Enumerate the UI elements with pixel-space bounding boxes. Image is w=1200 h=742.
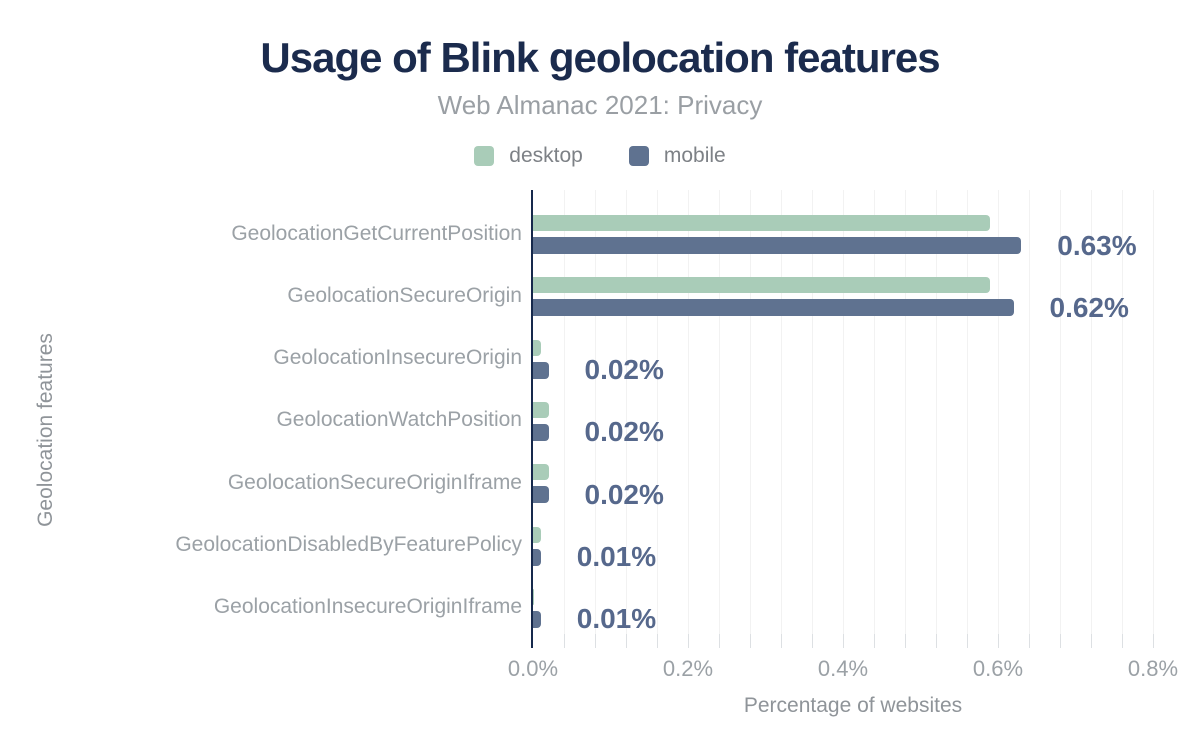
- bar-mobile: [533, 237, 1022, 254]
- gridline: [595, 190, 596, 648]
- desktop-swatch-icon: [474, 146, 495, 166]
- gridline: [688, 190, 689, 648]
- y-axis-line: [531, 190, 533, 648]
- category-label: GeolocationWatchPosition: [276, 408, 522, 432]
- axis-tick: [967, 634, 968, 648]
- mobile-swatch-icon: [628, 146, 649, 166]
- gridline: [657, 190, 658, 648]
- axis-tick: [1029, 634, 1030, 648]
- value-label: 0.02%: [584, 354, 664, 386]
- category-label: GeolocationInsecureOriginIframe: [213, 595, 522, 619]
- legend-label-desktop: desktop: [509, 144, 583, 167]
- gridline: [1060, 190, 1061, 648]
- bar-mobile: [533, 486, 549, 504]
- axis-tick: [843, 634, 844, 648]
- x-tick-label: 0.0%: [507, 656, 559, 681]
- category-label: GeolocationDisabledByFeaturePolicy: [175, 533, 522, 556]
- axis-tick: [719, 634, 720, 648]
- y-axis-title: Geolocation features: [34, 333, 57, 527]
- gridline: [843, 190, 844, 648]
- gridline: [998, 190, 999, 648]
- gridline: [564, 190, 565, 648]
- gridline: [967, 190, 968, 648]
- x-tick-label: 0.8%: [1127, 656, 1179, 681]
- axis-tick: [812, 634, 813, 648]
- value-label: 0.01%: [576, 541, 657, 572]
- axis-tick: [626, 634, 627, 648]
- axis-tick: [998, 634, 999, 648]
- value-label: 0.63%: [1057, 229, 1137, 261]
- value-label: 0.01%: [576, 603, 657, 635]
- axis-tick: [750, 634, 751, 648]
- legend-item-desktop: desktop: [474, 144, 583, 168]
- bar-desktop: [533, 339, 541, 356]
- category-label: GeolocationSecureOrigin: [287, 283, 522, 307]
- value-label: 0.62%: [1049, 291, 1129, 323]
- gridline: [874, 190, 875, 648]
- gridline: [1091, 190, 1092, 648]
- axis-tick: [1153, 634, 1154, 648]
- axis-tick: [657, 634, 658, 648]
- gridline: [719, 190, 720, 648]
- value-label: 0.02%: [584, 478, 664, 510]
- bar-desktop: [533, 277, 991, 294]
- gridline: [626, 190, 627, 648]
- bar-desktop: [533, 464, 549, 481]
- legend-label-mobile: mobile: [663, 144, 726, 167]
- axis-tick: [936, 634, 937, 648]
- gridline: [781, 190, 782, 648]
- chart-title: Usage of Blink geolocation features: [260, 34, 940, 81]
- gridline: [905, 190, 906, 648]
- axis-tick: [1122, 634, 1123, 648]
- x-tick-label: 0.2%: [662, 656, 714, 681]
- category-label: GeolocationGetCurrentPosition: [231, 221, 522, 245]
- legend: desktop mobile: [0, 144, 1200, 168]
- axis-tick: [688, 634, 689, 648]
- bar-mobile: [533, 361, 549, 379]
- axis-tick: [781, 634, 782, 648]
- chart-subtitle: Web Almanac 2021: Privacy: [437, 90, 763, 120]
- axis-tick: [564, 634, 565, 648]
- gridline: [812, 190, 813, 648]
- bar-desktop: [533, 401, 549, 418]
- bar-mobile: [533, 610, 541, 628]
- axis-tick: [595, 634, 596, 648]
- x-axis-title: Percentage of websites: [743, 694, 963, 717]
- axis-tick: [1091, 634, 1092, 648]
- x-tick-label: 0.6%: [972, 656, 1024, 681]
- bar-desktop: [533, 526, 541, 543]
- bar-mobile: [533, 423, 549, 441]
- gridline: [1122, 190, 1123, 648]
- value-label: 0.02%: [584, 416, 664, 448]
- axis-tick: [1060, 634, 1061, 648]
- bar-desktop: [533, 215, 991, 231]
- axis-tick: [874, 634, 875, 648]
- axis-tick: [905, 634, 906, 648]
- bar-mobile: [533, 299, 1014, 317]
- bar-desktop: [533, 588, 534, 605]
- gridline: [1029, 190, 1030, 648]
- category-label: GeolocationSecureOriginIframe: [227, 470, 522, 494]
- category-label: GeolocationInsecureOrigin: [273, 346, 522, 370]
- gridline: [750, 190, 751, 648]
- gridline: [1153, 190, 1154, 648]
- gridline: [936, 190, 937, 648]
- bar-mobile: [533, 548, 541, 566]
- x-tick-label: 0.4%: [817, 656, 869, 681]
- legend-item-mobile: mobile: [628, 144, 726, 168]
